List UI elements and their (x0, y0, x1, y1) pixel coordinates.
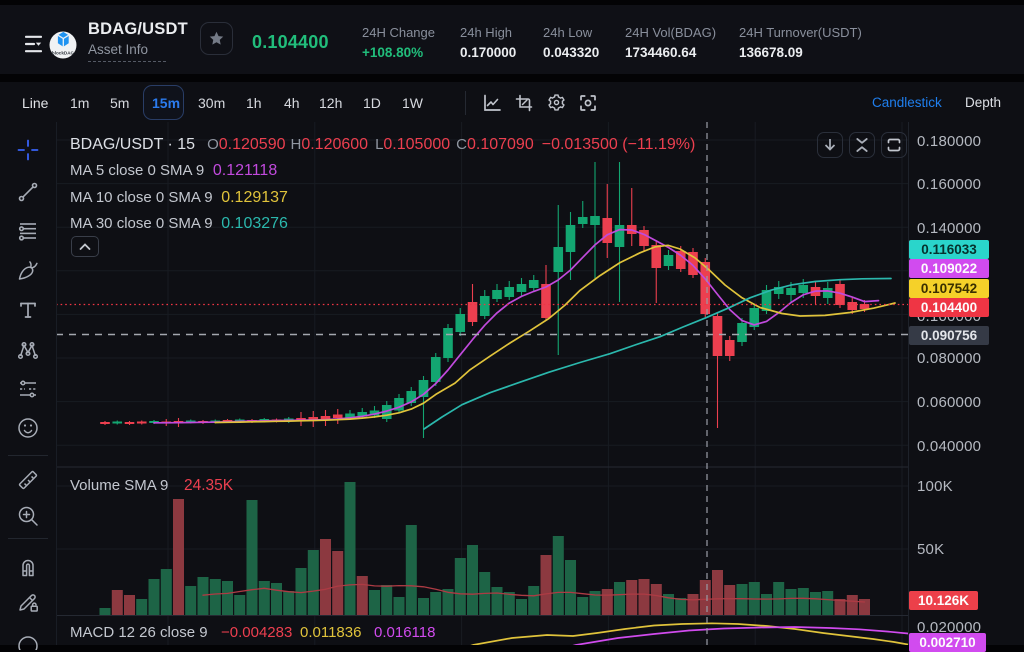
svg-text:blockDAG: blockDAG (52, 51, 75, 56)
